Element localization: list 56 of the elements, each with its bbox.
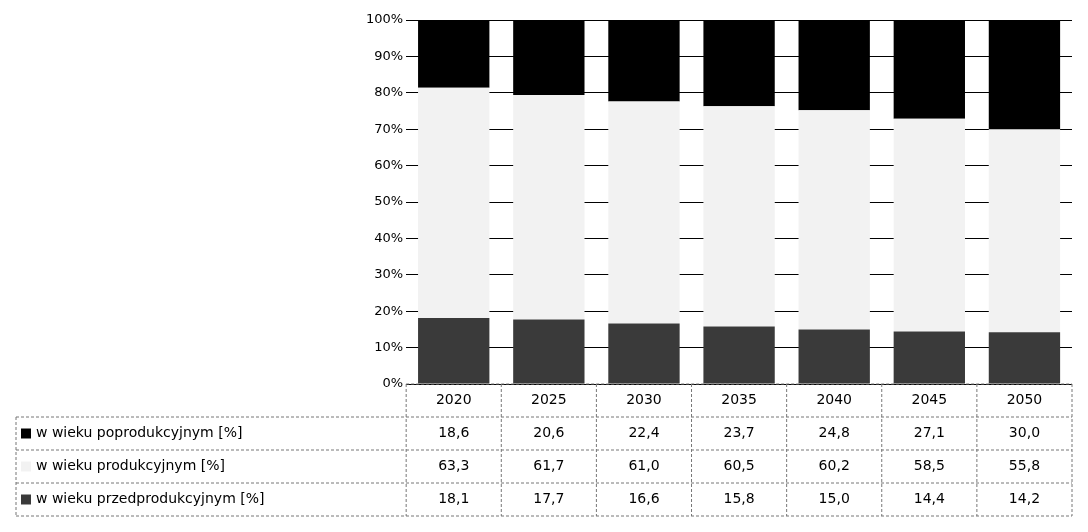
y-tick-label: 100% xyxy=(365,11,404,27)
y-tick-label: 90% xyxy=(374,47,404,63)
x-tick-label: 2045 xyxy=(911,391,948,408)
data-label: 15,0 xyxy=(818,490,850,507)
bar xyxy=(893,118,965,332)
data-label: 61,0 xyxy=(628,457,660,474)
bar xyxy=(988,332,1061,384)
y-tick-label: 0% xyxy=(382,375,404,391)
legend-label: w wieku przedprodukcyjnym [%] xyxy=(36,490,265,507)
data-label: 14,4 xyxy=(913,490,945,507)
bar xyxy=(893,331,965,384)
data-label: 61,7 xyxy=(533,457,565,474)
y-tick-label: 10% xyxy=(374,338,404,354)
bar xyxy=(798,329,870,384)
data-label: 27,1 xyxy=(913,424,945,441)
data-label: 18,6 xyxy=(438,424,470,441)
y-tick-label: 50% xyxy=(374,193,404,209)
data-label: 16,6 xyxy=(628,490,660,507)
x-tick-label: 2025 xyxy=(531,391,567,408)
y-tick-label: 70% xyxy=(374,120,404,136)
data-label: 17,7 xyxy=(533,490,565,507)
bar xyxy=(608,101,680,324)
y-tick-label: 20% xyxy=(374,302,404,318)
x-tick-label: 2050 xyxy=(1006,391,1043,408)
x-tick-label: 2040 xyxy=(816,391,853,408)
legend-label: w wieku produkcyjnym [%] xyxy=(36,457,225,474)
data-label: 60,2 xyxy=(818,457,850,474)
bar xyxy=(513,94,585,320)
data-label: 24,8 xyxy=(818,424,850,441)
data-label: 18,1 xyxy=(438,490,470,507)
data-label: 63,3 xyxy=(438,457,470,474)
data-label: 60,5 xyxy=(723,457,755,474)
bar xyxy=(513,319,585,384)
data-label: 58,5 xyxy=(913,457,945,474)
y-tick-label: 80% xyxy=(374,84,404,100)
x-tick-label: 2030 xyxy=(626,391,662,408)
data-label: 20,6 xyxy=(533,424,565,441)
data-label: 22,4 xyxy=(628,424,660,441)
bar xyxy=(988,129,1061,333)
data-label: 14,2 xyxy=(1008,490,1041,507)
bar xyxy=(418,87,490,319)
data-label: 15,8 xyxy=(723,490,755,507)
data-label: 55,8 xyxy=(1008,457,1041,474)
data-label: 30,0 xyxy=(1008,424,1041,441)
bar xyxy=(418,318,490,384)
y-tick-label: 40% xyxy=(374,229,404,245)
bar xyxy=(608,323,680,384)
y-tick-label: 60% xyxy=(374,156,404,172)
bar xyxy=(703,326,775,384)
x-tick-label: 2020 xyxy=(435,391,472,408)
x-tick-label: 2035 xyxy=(721,391,757,408)
legend-label: w wieku poprodukcyjnym [%] xyxy=(36,424,243,441)
bar xyxy=(703,106,775,327)
bar xyxy=(798,110,870,330)
data-label: 23,7 xyxy=(723,424,755,441)
y-tick-label: 30% xyxy=(374,266,404,282)
